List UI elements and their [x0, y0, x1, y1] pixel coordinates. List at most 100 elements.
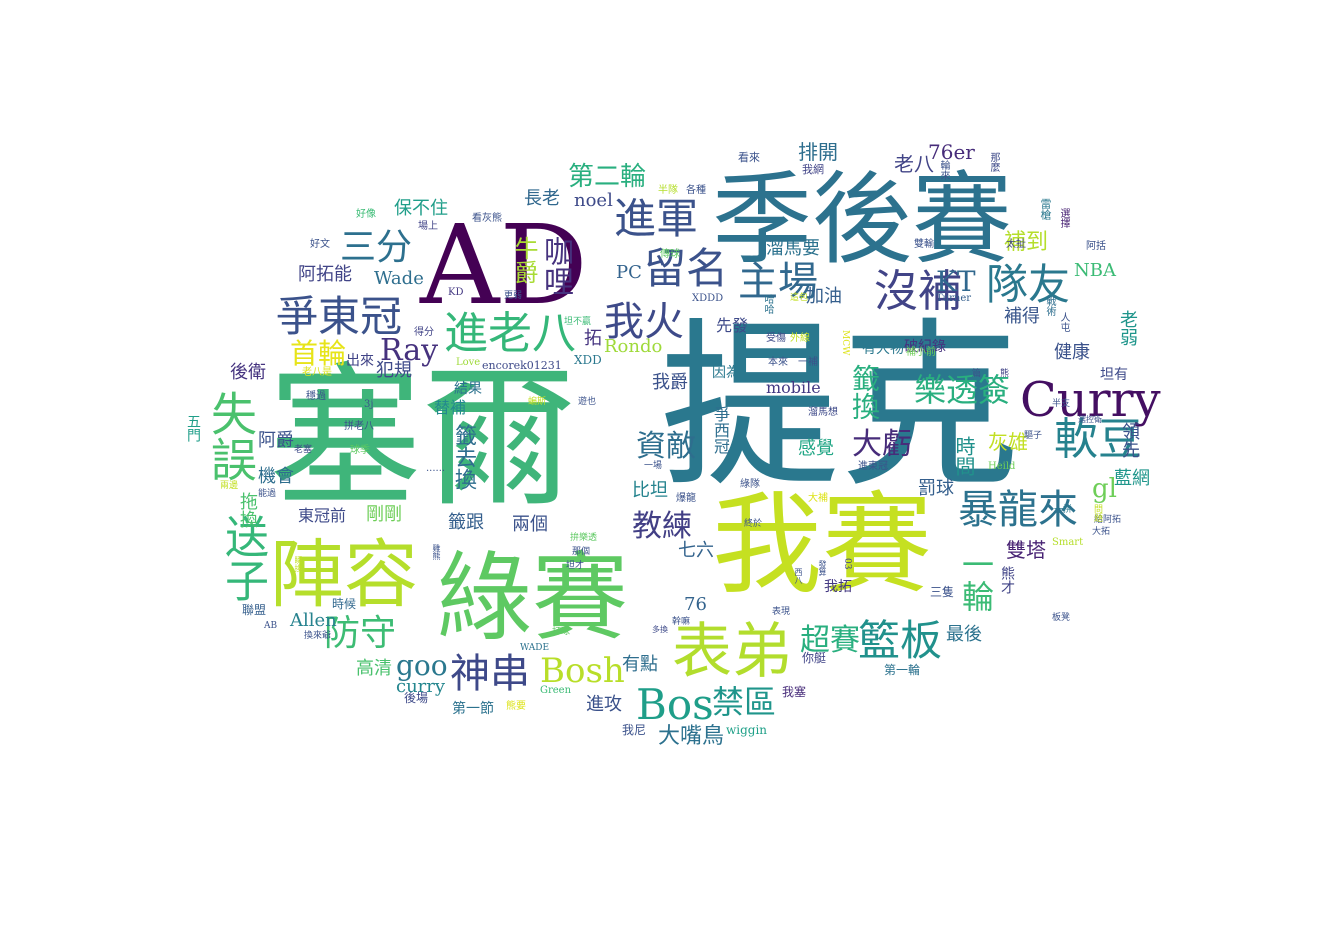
word-ganggang: 剛剛: [366, 504, 402, 525]
word-haha: 哈哈: [762, 294, 773, 314]
word-jinlaoba: 進老八: [444, 308, 576, 359]
word-gaoqing: 高清: [356, 658, 392, 679]
word-liumaxiang: 溜馬想: [808, 407, 838, 418]
word-jindongguan: 進東冠: [858, 461, 888, 472]
word-jianhuan: 籤換: [848, 364, 881, 420]
word-noel: noel: [574, 190, 613, 211]
word-yipin: 一拼: [1054, 505, 1073, 515]
word-wohuo: 我火: [604, 299, 684, 345]
word-liuming: 留名: [644, 244, 729, 293]
word-ray: Ray: [380, 333, 439, 368]
word-nba: NBA: [1074, 260, 1116, 281]
word-gengruo: 更弱: [504, 291, 523, 301]
word-xiongcai: 熊才: [999, 566, 1015, 594]
word-geiatuo: 給阿拓: [1094, 515, 1122, 525]
word-wade-caps: WADE: [520, 643, 550, 653]
word-smart: Smart: [1052, 537, 1084, 548]
word-zhuchang: 主場: [738, 259, 818, 305]
word-biaoxian: 表現: [772, 607, 791, 617]
word-ruandou: 軟豆: [1054, 414, 1142, 465]
word-kt: KT: [936, 265, 976, 298]
word-fangui: 犯規: [376, 360, 412, 381]
word-letoujian: 樂透簽: [914, 371, 1011, 409]
word-atuoneng: 阿拓能: [298, 264, 352, 285]
word-bandui: 半隊: [658, 185, 678, 196]
word-benlai: 本來: [768, 357, 788, 368]
word-jiaolian: 教練: [632, 509, 692, 544]
word-datuo: 大拓: [1092, 527, 1111, 537]
word-zhebao: 這包: [790, 293, 809, 303]
word-diyijie: 第一節: [452, 701, 494, 717]
word-name: 那麼: [988, 152, 999, 172]
word-ab: AB: [264, 621, 278, 631]
word-fasuan: 發算: [818, 560, 827, 576]
word-bosh: Bosh: [540, 651, 625, 691]
word-shijian: 時間: [952, 436, 976, 476]
word-76: 76: [684, 594, 707, 615]
word-ad: AD: [420, 201, 588, 329]
word-duiyou: 隊友: [986, 260, 1071, 309]
word-tanyou: 坦有: [1100, 367, 1128, 383]
word-pc: PC: [616, 262, 642, 283]
word-xuanze: 選擇: [1058, 208, 1069, 228]
word-nage: 那個: [572, 547, 591, 557]
word-yilun: 一輪: [957, 548, 995, 612]
word-nengguo: 能過: [258, 489, 277, 499]
word-zidi: 資敵: [636, 429, 696, 464]
word-wotuo: 我拓: [824, 579, 852, 595]
word-shunhuan: 瞬換: [294, 556, 303, 572]
word-tanbuying: 坦不贏: [564, 317, 592, 327]
word-goo: goo: [396, 649, 448, 682]
word-mobile: mobile: [766, 378, 821, 397]
word-dabu: 大補: [808, 493, 828, 504]
word-dierlun: 第二輪: [568, 162, 647, 192]
word-curry-big: Curry: [1020, 372, 1161, 428]
word-yibu: 一補: [798, 357, 818, 368]
word-shuangshu: 雙輸: [914, 239, 934, 250]
word-ganma: 幹嘛: [672, 617, 691, 627]
word-jixiong: 雞熊: [432, 544, 441, 560]
word-qiuji: 球季: [350, 445, 370, 456]
word-biaodi: 表弟: [672, 617, 792, 687]
word-lunlai: 輪來: [938, 160, 949, 180]
word-lu-sai: 綠賽: [436, 542, 628, 654]
word-ajue: 阿爵: [258, 430, 294, 451]
word-baolong: 爆龍: [676, 493, 696, 504]
word-mcw: MCW: [840, 330, 850, 356]
word-bandeng: 板凳: [1052, 613, 1071, 623]
word-xdddd: XDDD: [692, 293, 724, 304]
word-heild: Heild: [988, 461, 1016, 472]
word-diyilun: 第一輪: [884, 663, 921, 677]
word-niujue: 牛爵: [510, 236, 538, 284]
word-duohuan: 多換: [652, 625, 668, 634]
word-jianquhuan: 籤去換: [451, 424, 476, 490]
word-jieguo: 結果: [454, 381, 482, 397]
word-zhongyu: 終於: [744, 519, 763, 529]
word-3j: 3j: [364, 399, 374, 410]
word-taiche: 太扯: [1006, 239, 1026, 250]
word-xiba: 西八: [794, 568, 803, 584]
word-bianshi: 蝙斯: [528, 397, 547, 407]
word-niting: 你艇: [802, 651, 827, 665]
word-playoffs: 季後賽: [712, 161, 1012, 278]
word-dongguanqian: 東冠前: [298, 506, 347, 525]
word-banzhi: 半支: [1052, 399, 1071, 409]
word-dakui: 大虧: [852, 427, 912, 462]
word-gali: 咖哩: [538, 236, 573, 296]
word-woni: 我尼: [622, 723, 647, 737]
word-wojue: 我爵: [652, 372, 688, 393]
word-green: Green: [540, 685, 572, 696]
word-baolonglai: 暴龍來: [958, 487, 1078, 533]
word-wosai: 我塞: [782, 685, 807, 699]
word-sanfen: 三分: [340, 227, 413, 268]
word-zhenrong: 陣容: [270, 532, 418, 618]
word-pian: 篇: [972, 369, 982, 379]
word-qiliu: 七六: [678, 540, 714, 561]
word-wiggin: wiggin: [726, 723, 768, 737]
word-jihui: 機會: [258, 466, 294, 487]
word-03: 03: [842, 558, 852, 570]
word-xiongyao: 熊要: [506, 701, 526, 712]
word-pinletou: 拚樂透: [570, 533, 598, 543]
word-kd: KD: [448, 287, 464, 298]
